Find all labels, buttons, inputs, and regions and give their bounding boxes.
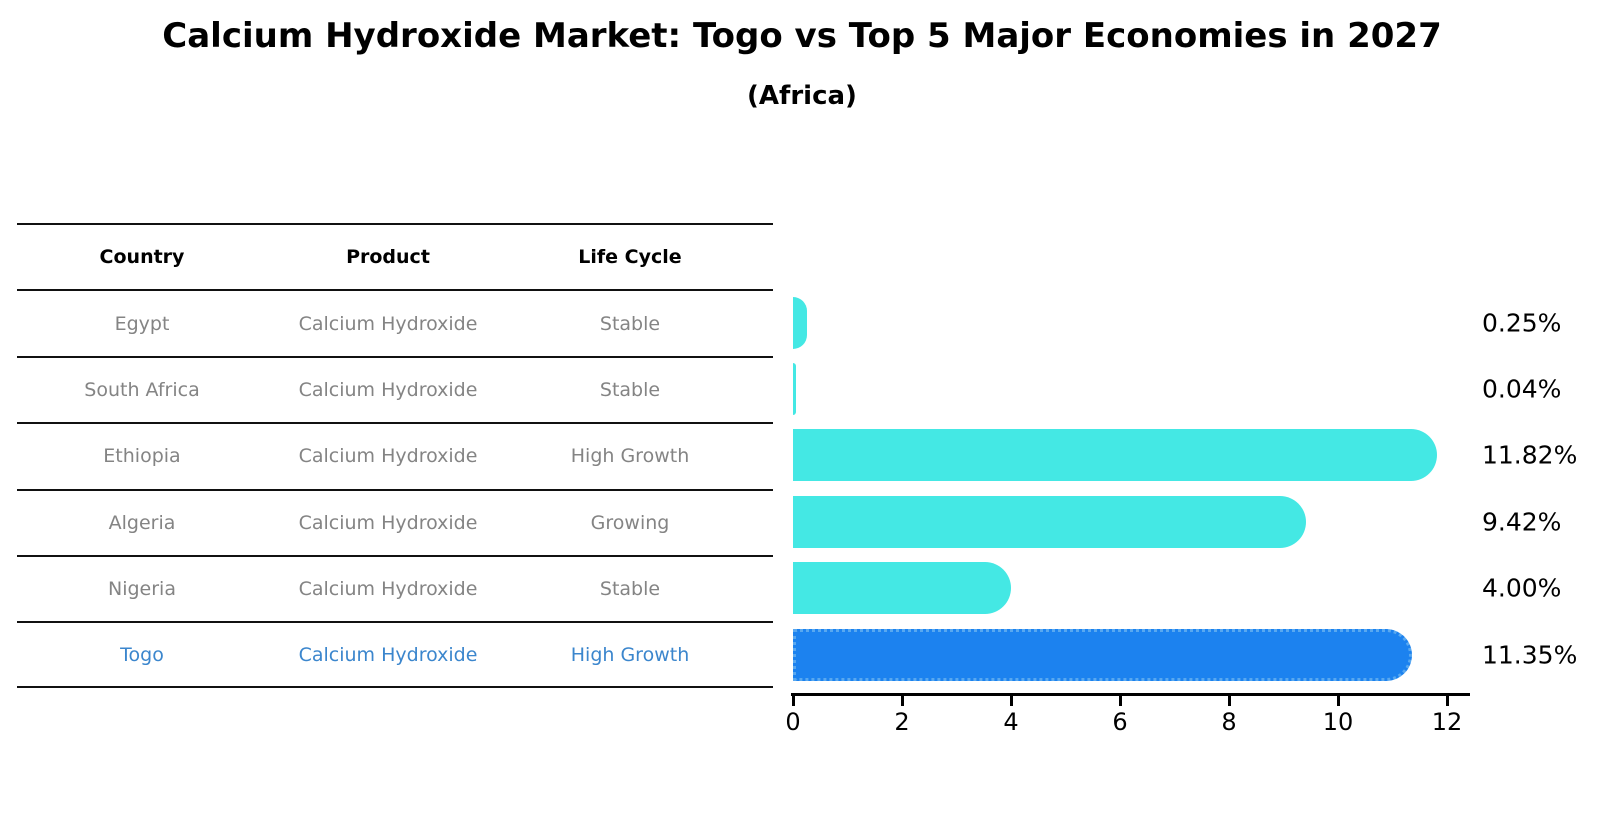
value-label-togo: 11.35%: [1482, 640, 1578, 670]
cell-product: Calcium Hydroxide: [298, 312, 478, 335]
header-life-cycle: Life Cycle: [578, 246, 682, 269]
x-tick-label: 2: [894, 708, 910, 736]
bar-ethiopia: [793, 429, 1438, 482]
cell-country: Algeria: [108, 511, 176, 534]
bar-togo: [793, 628, 1412, 681]
chart-subtitle: (Africa): [747, 81, 857, 111]
cell-country: Nigeria: [108, 578, 176, 601]
cell-country: Togo: [120, 643, 164, 666]
value-label-egypt: 0.25%: [1482, 308, 1562, 338]
cell-country: South Africa: [84, 378, 200, 401]
x-tick: [1118, 696, 1122, 706]
cell-life-cycle: Stable: [599, 578, 661, 601]
cell-life-cycle: Stable: [599, 378, 661, 401]
x-tick: [1009, 696, 1013, 706]
cell-product: Calcium Hydroxide: [298, 578, 478, 601]
x-tick-label: 8: [1221, 708, 1237, 736]
x-tick: [1227, 696, 1231, 706]
cell-life-cycle: Growing: [590, 511, 670, 534]
x-tick: [791, 696, 795, 706]
cell-product: Calcium Hydroxide: [298, 643, 478, 666]
bar-nigeria: [793, 562, 1011, 615]
bar-south-africa: [793, 363, 796, 415]
cell-country: Egypt: [114, 312, 170, 335]
cell-life-cycle: Stable: [599, 312, 661, 335]
cell-country: Ethiopia: [103, 445, 181, 468]
table-row-algeria: Algeria Calcium Hydroxide Growing: [17, 488, 773, 555]
table-row-ethiopia: Ethiopia Calcium Hydroxide High Growth: [17, 422, 773, 488]
x-tick-label: 4: [1003, 708, 1019, 736]
table-row-togo: Togo Calcium Hydroxide High Growth: [17, 621, 773, 688]
value-label-nigeria: 4.00%: [1482, 573, 1562, 603]
value-label-algeria: 9.42%: [1482, 507, 1562, 537]
chart-title: Calcium Hydroxide Market: Togo vs Top 5 …: [162, 16, 1442, 56]
x-tick-label: 0: [785, 708, 801, 736]
table-header-row: Country Product Life Cycle: [17, 223, 773, 289]
bar-algeria: [793, 495, 1307, 548]
x-axis-line: [791, 693, 1470, 696]
cell-life-cycle: High Growth: [570, 445, 690, 468]
x-tick-label: 12: [1431, 708, 1463, 736]
cell-product: Calcium Hydroxide: [298, 445, 478, 468]
value-label-ethiopia: 11.82%: [1482, 440, 1578, 470]
header-country: Country: [99, 246, 185, 269]
value-label-south-africa: 0.04%: [1482, 374, 1562, 404]
x-tick-label: 6: [1112, 708, 1128, 736]
cell-product: Calcium Hydroxide: [298, 511, 478, 534]
bar-egypt: [793, 296, 807, 349]
comparison-table: Country Product Life Cycle Egypt Calcium …: [17, 223, 773, 688]
x-tick-label: 10: [1322, 708, 1354, 736]
table-row-nigeria: Nigeria Calcium Hydroxide Stable: [17, 554, 773, 621]
cell-product: Calcium Hydroxide: [298, 378, 478, 401]
table-row-south-africa: South Africa Calcium Hydroxide Stable: [17, 355, 773, 422]
header-product: Product: [346, 246, 430, 269]
x-tick: [900, 696, 904, 706]
cell-life-cycle: High Growth: [570, 643, 690, 666]
x-tick: [1445, 696, 1449, 706]
table-row-egypt: Egypt Calcium Hydroxide Stable: [17, 289, 773, 355]
x-tick: [1336, 696, 1340, 706]
